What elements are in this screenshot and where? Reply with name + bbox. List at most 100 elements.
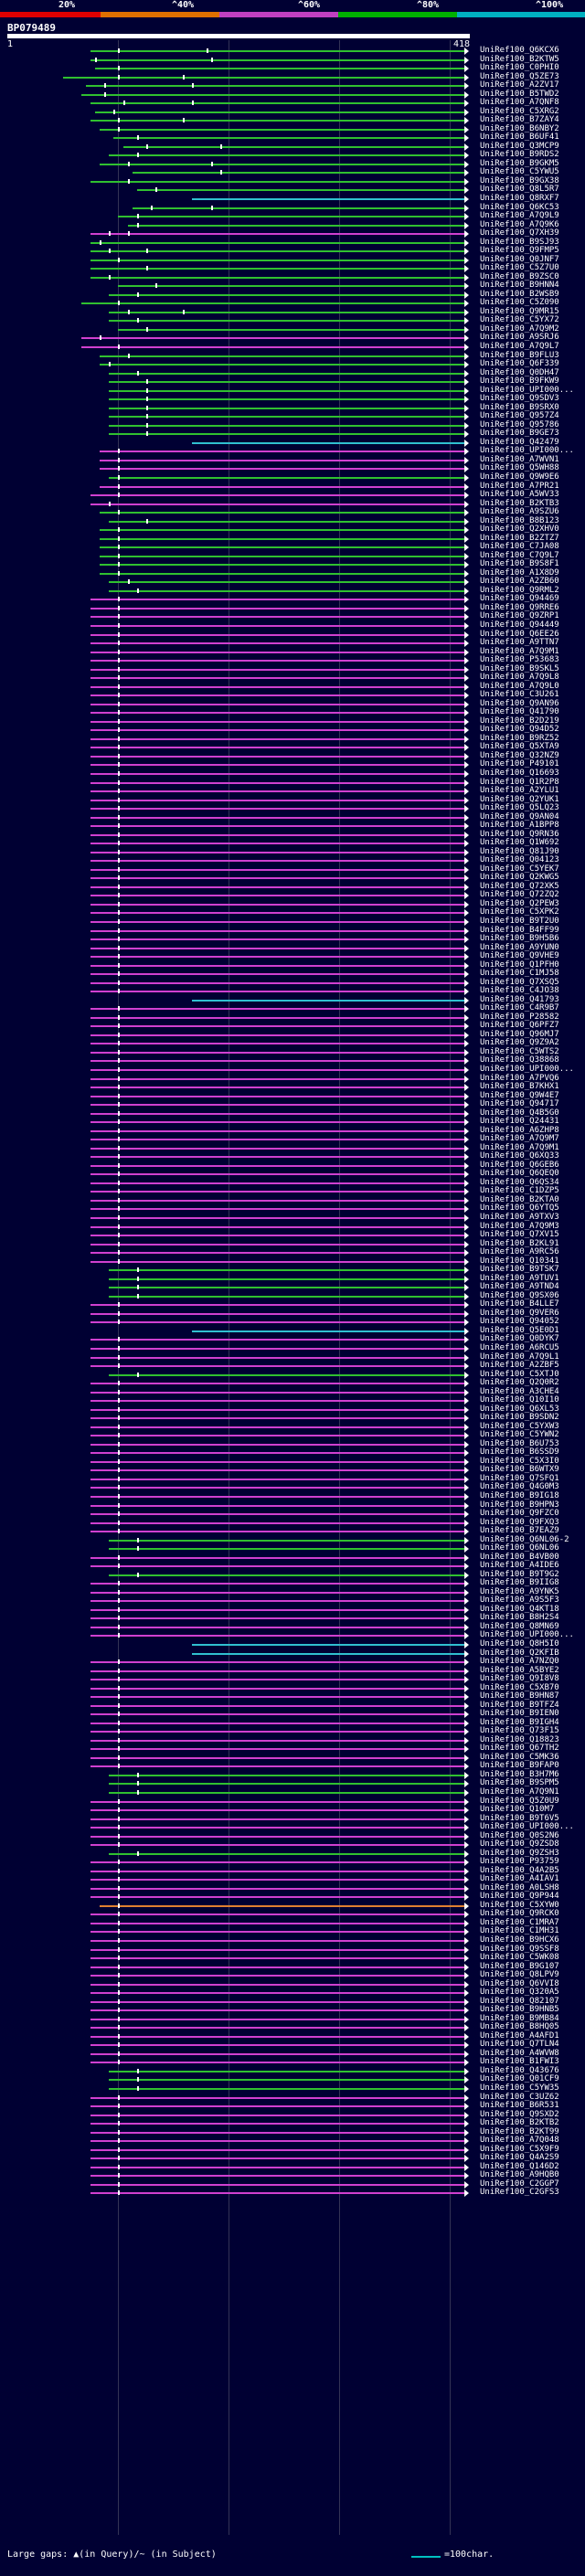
- hit-row[interactable]: UniRef100_C4JO38: [0, 986, 585, 996]
- hit-row[interactable]: UniRef100_Q94449: [0, 620, 585, 630]
- hit-row[interactable]: UniRef100_Q4B5G0: [0, 1108, 585, 1118]
- hit-label[interactable]: UniRef100_Q9AN04: [480, 811, 559, 822]
- hit-row[interactable]: UniRef100_A9HQB0: [0, 2170, 585, 2180]
- hit-row[interactable]: UniRef100_A7NZQ0: [0, 1657, 585, 1667]
- hit-row[interactable]: UniRef100_A9TXV3: [0, 1213, 585, 1223]
- hit-label[interactable]: UniRef100_B9ZSC0: [480, 271, 559, 281]
- hit-label[interactable]: UniRef100_Q9SX06: [480, 1290, 559, 1300]
- hit-row[interactable]: UniRef100_Q42479: [0, 438, 585, 447]
- hit-row[interactable]: UniRef100_B6SSD9: [0, 1447, 585, 1458]
- hit-row[interactable]: UniRef100_B6R531: [0, 2101, 585, 2111]
- hit-row[interactable]: UniRef100_A4AFD1: [0, 2031, 585, 2041]
- hit-label[interactable]: UniRef100_Q10341: [480, 1256, 559, 1266]
- hit-row[interactable]: UniRef100_Q72ZQ2: [0, 890, 585, 900]
- hit-row[interactable]: UniRef100_C1MJ58: [0, 969, 585, 979]
- hit-row[interactable]: UniRef100_C3UZ62: [0, 2093, 585, 2102]
- hit-row[interactable]: UniRef100_Q6KCX6: [0, 46, 585, 55]
- hit-label[interactable]: UniRef100_Q8L5R7: [480, 185, 559, 195]
- hit-label[interactable]: UniRef100_Q4B5G0: [480, 1108, 559, 1118]
- hit-label[interactable]: UniRef100_A7WVN1: [480, 454, 559, 464]
- hit-label[interactable]: UniRef100_Q5XTA9: [480, 742, 559, 752]
- hit-label[interactable]: UniRef100_A7PVQ6: [480, 1073, 559, 1083]
- hit-label[interactable]: UniRef100_Q01CF9: [480, 2074, 559, 2084]
- hit-label[interactable]: UniRef100_B6R531: [480, 2101, 559, 2111]
- hit-row[interactable]: UniRef100_Q81J90: [0, 847, 585, 856]
- hit-row[interactable]: UniRef100_Q5ZE73: [0, 72, 585, 81]
- hit-label[interactable]: UniRef100_C5WK08: [480, 1953, 559, 1963]
- hit-label[interactable]: UniRef100_Q6GEB6: [480, 1160, 559, 1170]
- hit-row[interactable]: UniRef100_C5YWN2: [0, 1430, 585, 1440]
- hit-label[interactable]: UniRef100_Q94717: [480, 1099, 559, 1109]
- hit-row[interactable]: UniRef100_UPI000...: [0, 386, 585, 395]
- hit-label[interactable]: UniRef100_A9YNK5: [480, 1586, 559, 1596]
- hit-label[interactable]: UniRef100_Q6KC53: [480, 202, 559, 212]
- hit-label[interactable]: UniRef100_Q6QS34: [480, 1177, 559, 1187]
- hit-label[interactable]: UniRef100_C5XPK2: [480, 907, 559, 917]
- hit-row[interactable]: UniRef100_Q2XHV0: [0, 525, 585, 535]
- hit-label[interactable]: UniRef100_B2KTW5: [480, 54, 559, 64]
- hit-row[interactable]: UniRef100_A7Q9M1: [0, 1143, 585, 1152]
- hit-row[interactable]: UniRef100_C0PHI0: [0, 63, 585, 73]
- hit-label[interactable]: UniRef100_Q4A2B5: [480, 1865, 559, 1875]
- hit-row[interactable]: UniRef100_Q7TLN4: [0, 2040, 585, 2050]
- hit-label[interactable]: UniRef100_A1BPP8: [480, 821, 559, 831]
- hit-label[interactable]: UniRef100_Q43676: [480, 2065, 559, 2075]
- hit-label[interactable]: UniRef100_A7Q9M1: [480, 646, 559, 656]
- hit-label[interactable]: UniRef100_A7Q9K6: [480, 219, 559, 229]
- hit-row[interactable]: UniRef100_B6WTX9: [0, 1465, 585, 1475]
- hit-label[interactable]: UniRef100_B9SRX0: [480, 402, 559, 412]
- hit-label[interactable]: UniRef100_Q18823: [480, 1734, 559, 1744]
- hit-row[interactable]: UniRef100_Q2KWG5: [0, 873, 585, 883]
- hit-label[interactable]: UniRef100_B7EAZ9: [480, 1526, 559, 1536]
- hit-label[interactable]: UniRef100_B6SSD9: [480, 1447, 559, 1458]
- hit-row[interactable]: UniRef100_B9T6V5: [0, 1814, 585, 1823]
- hit-label[interactable]: UniRef100_Q0DH47: [480, 367, 559, 377]
- hit-label[interactable]: UniRef100_Q5WH88: [480, 463, 559, 473]
- hit-label[interactable]: UniRef100_B9TFZ4: [480, 1700, 559, 1710]
- hit-label[interactable]: UniRef100_Q9ZRP1: [480, 611, 559, 621]
- hit-label[interactable]: UniRef100_UPI000...: [480, 1065, 574, 1074]
- hit-row[interactable]: UniRef100_A7Q9M2: [0, 323, 585, 334]
- hit-row[interactable]: UniRef100_C5XYW0: [0, 1901, 585, 1910]
- hit-label[interactable]: UniRef100_A4IAV1: [480, 1874, 559, 1884]
- hit-row[interactable]: UniRef100_A9SRJ6: [0, 333, 585, 343]
- hit-row[interactable]: UniRef100_Q320A5: [0, 1988, 585, 1998]
- hit-row[interactable]: UniRef100_Q96MJ7: [0, 1030, 585, 1039]
- hit-row[interactable]: UniRef100_B9FLU3: [0, 351, 585, 360]
- hit-row[interactable]: UniRef100_A9YUN0: [0, 943, 585, 952]
- hit-row[interactable]: UniRef100_B9IG18: [0, 1491, 585, 1500]
- hit-label[interactable]: UniRef100_B7KHX1: [480, 1082, 559, 1092]
- hit-label[interactable]: UniRef100_A2ZV17: [480, 80, 559, 90]
- hit-label[interactable]: UniRef100_C4JO38: [480, 986, 559, 996]
- hit-label[interactable]: UniRef100_Q9I8V8: [480, 1674, 559, 1684]
- hit-row[interactable]: UniRef100_C5YEK7: [0, 864, 585, 874]
- hit-label[interactable]: UniRef100_Q94052: [480, 1317, 559, 1327]
- hit-row[interactable]: UniRef100_Q5LQ23: [0, 803, 585, 813]
- hit-label[interactable]: UniRef100_Q94469: [480, 594, 559, 604]
- hit-row[interactable]: UniRef100_Q9RRE6: [0, 603, 585, 612]
- hit-row[interactable]: UniRef100_Q67TH2: [0, 1744, 585, 1754]
- hit-row[interactable]: UniRef100_B9T9G2: [0, 1570, 585, 1579]
- hit-label[interactable]: UniRef100_P28582: [480, 1012, 559, 1022]
- hit-label[interactable]: UniRef100_A7Q048: [480, 2136, 559, 2146]
- hit-label[interactable]: UniRef100_Q6VVI8: [480, 1978, 559, 1988]
- hit-row[interactable]: UniRef100_Q94D52: [0, 725, 585, 735]
- hit-label[interactable]: UniRef100_A7Q9M2: [480, 323, 559, 334]
- hit-label[interactable]: UniRef100_A2ZBF5: [480, 1361, 559, 1371]
- hit-label[interactable]: UniRef100_Q2KWG5: [480, 873, 559, 883]
- hit-row[interactable]: UniRef100_A7Q048: [0, 2136, 585, 2146]
- hit-row[interactable]: UniRef100_B8H2S4: [0, 1613, 585, 1623]
- hit-row[interactable]: UniRef100_B2KL91: [0, 1239, 585, 1248]
- hit-label[interactable]: UniRef100_UPI000...: [480, 1822, 574, 1832]
- hit-row[interactable]: UniRef100_Q5Z0U9: [0, 1797, 585, 1806]
- hit-label[interactable]: UniRef100_C5Z090: [480, 298, 559, 308]
- hit-row[interactable]: UniRef100_Q18823: [0, 1734, 585, 1744]
- hit-row[interactable]: UniRef100_UPI000...: [0, 1065, 585, 1074]
- hit-label[interactable]: UniRef100_Q9AN96: [480, 698, 559, 708]
- hit-label[interactable]: UniRef100_A7Q9N1: [480, 1787, 559, 1797]
- hit-row[interactable]: UniRef100_A2YLU1: [0, 786, 585, 796]
- hit-row[interactable]: UniRef100_C7JA08: [0, 542, 585, 552]
- hit-row[interactable]: UniRef100_A1BPP8: [0, 821, 585, 831]
- hit-row[interactable]: UniRef100_A9TND4: [0, 1282, 585, 1292]
- hit-label[interactable]: UniRef100_A0LSH8: [480, 1882, 559, 1892]
